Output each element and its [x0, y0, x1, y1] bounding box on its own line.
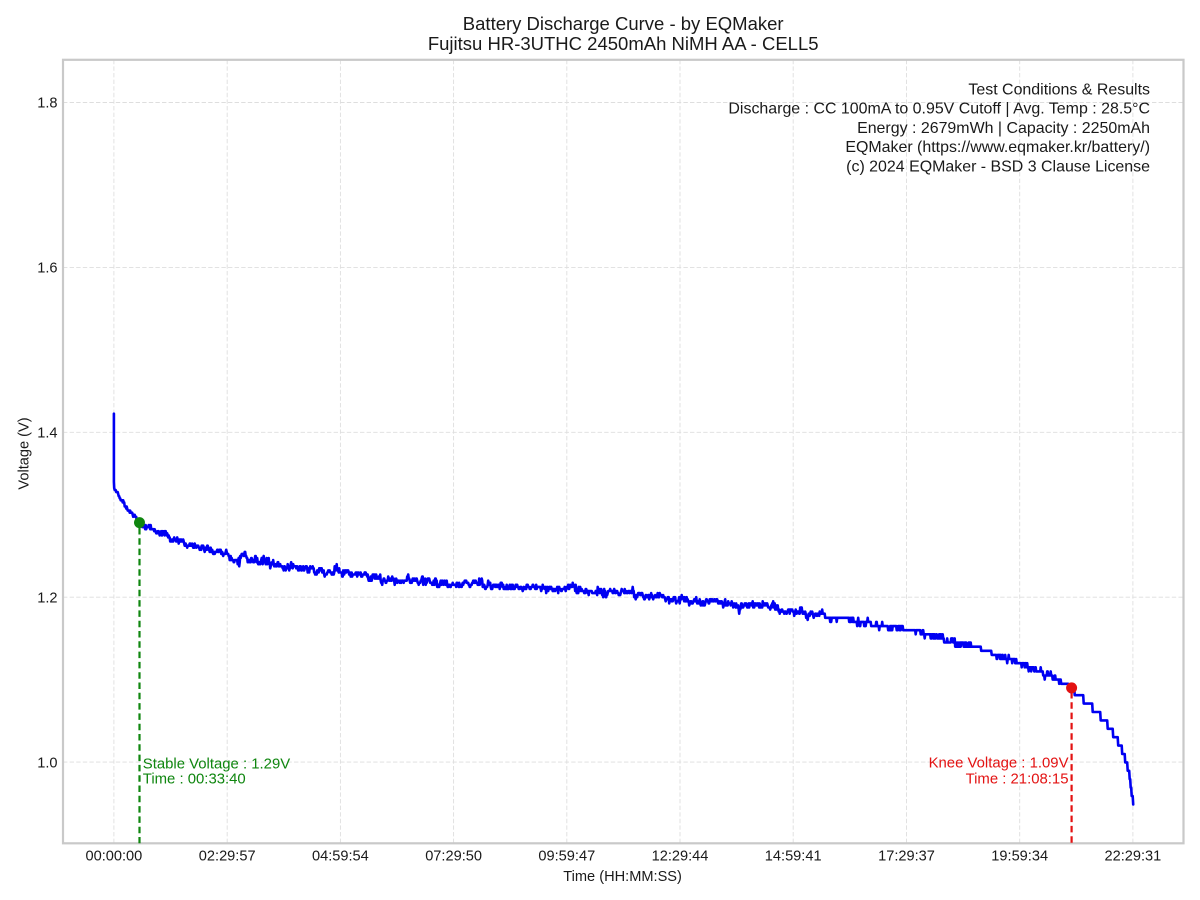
svg-text:Test Conditions & Results: Test Conditions & Results	[968, 82, 1150, 99]
svg-text:Fujitsu HR-3UTHC 2450mAh NiMH: Fujitsu HR-3UTHC 2450mAh NiMH AA - CELL5	[428, 33, 819, 54]
svg-text:12:29:44: 12:29:44	[652, 849, 709, 865]
svg-text:17:29:37: 17:29:37	[878, 849, 935, 865]
svg-text:1.2: 1.2	[37, 590, 57, 606]
svg-text:Discharge : CC 100mA to 0.95V: Discharge : CC 100mA to 0.95V Cutoff | A…	[728, 101, 1150, 118]
svg-text:Time (HH:MM:SS): Time (HH:MM:SS)	[563, 869, 682, 885]
svg-text:Knee Voltage : 1.09V: Knee Voltage : 1.09V	[929, 756, 1069, 772]
svg-text:19:59:34: 19:59:34	[991, 849, 1048, 865]
svg-text:09:59:47: 09:59:47	[538, 849, 595, 865]
svg-text:Time : 00:33:40: Time : 00:33:40	[143, 772, 246, 788]
svg-text:07:29:50: 07:29:50	[425, 849, 482, 865]
svg-text:1.0: 1.0	[37, 755, 57, 771]
svg-text:Time : 21:08:15: Time : 21:08:15	[966, 772, 1069, 788]
svg-text:Stable Voltage : 1.29V: Stable Voltage : 1.29V	[143, 756, 290, 772]
svg-text:04:59:54: 04:59:54	[312, 849, 369, 865]
svg-text:00:00:00: 00:00:00	[85, 849, 142, 865]
svg-text:Energy : 2679mWh | Capacity :: Energy : 2679mWh | Capacity : 2250mAh	[857, 120, 1150, 137]
svg-text:1.8: 1.8	[37, 96, 57, 112]
svg-text:02:29:57: 02:29:57	[199, 849, 256, 865]
svg-text:14:59:41: 14:59:41	[765, 849, 822, 865]
svg-text:(c) 2024 EQMaker - BSD 3 Claus: (c) 2024 EQMaker - BSD 3 Clause License	[846, 158, 1150, 175]
svg-text:1.6: 1.6	[37, 261, 57, 277]
svg-text:22:29:31: 22:29:31	[1104, 849, 1161, 865]
svg-text:Battery Discharge Curve - by E: Battery Discharge Curve - by EQMaker	[463, 13, 784, 34]
svg-text:Voltage (V): Voltage (V)	[17, 417, 33, 489]
svg-text:1.4: 1.4	[37, 426, 57, 442]
svg-text:EQMaker (https://www.eqmaker.k: EQMaker (https://www.eqmaker.kr/battery/…	[845, 139, 1150, 156]
